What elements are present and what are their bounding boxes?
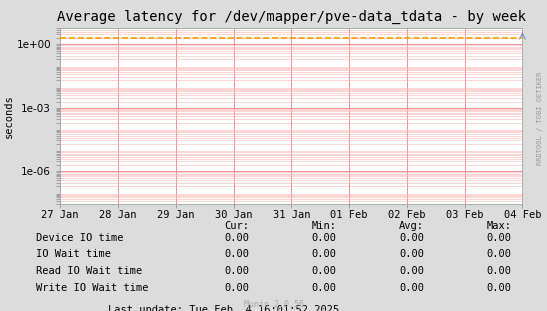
Text: 0.00: 0.00	[486, 249, 511, 259]
Text: RRDTOOL / TOBI OETIKER: RRDTOOL / TOBI OETIKER	[537, 72, 543, 165]
Y-axis label: seconds: seconds	[4, 94, 14, 138]
Text: Read IO Wait time: Read IO Wait time	[36, 266, 142, 276]
Text: 0.00: 0.00	[486, 233, 511, 243]
Text: 0.00: 0.00	[486, 283, 511, 293]
Text: 0.00: 0.00	[399, 283, 424, 293]
Text: 0.00: 0.00	[224, 266, 249, 276]
Text: 0.00: 0.00	[486, 266, 511, 276]
Text: 0.00: 0.00	[399, 266, 424, 276]
Text: 0.00: 0.00	[224, 283, 249, 293]
Text: Max:: Max:	[486, 221, 511, 231]
Text: 0.00: 0.00	[224, 233, 249, 243]
Text: 04 Feb: 04 Feb	[504, 210, 541, 220]
Text: Munin 2.0.56: Munin 2.0.56	[243, 300, 304, 309]
Text: Avg:: Avg:	[399, 221, 424, 231]
Text: 03 Feb: 03 Feb	[446, 210, 484, 220]
Text: Min:: Min:	[311, 221, 336, 231]
Text: 0.00: 0.00	[311, 266, 336, 276]
Text: 02 Feb: 02 Feb	[388, 210, 426, 220]
Text: 30 Jan: 30 Jan	[215, 210, 252, 220]
Text: 0.00: 0.00	[311, 249, 336, 259]
Text: Device IO time: Device IO time	[36, 233, 123, 243]
Text: 0.00: 0.00	[311, 233, 336, 243]
Text: 27 Jan: 27 Jan	[42, 210, 79, 220]
Text: 01 Feb: 01 Feb	[330, 210, 368, 220]
Text: 31 Jan: 31 Jan	[272, 210, 310, 220]
Text: IO Wait time: IO Wait time	[36, 249, 110, 259]
Text: 29 Jan: 29 Jan	[157, 210, 195, 220]
Text: Cur:: Cur:	[224, 221, 249, 231]
Text: 0.00: 0.00	[399, 249, 424, 259]
Text: Write IO Wait time: Write IO Wait time	[36, 283, 148, 293]
Title: Average latency for /dev/mapper/pve-data_tdata - by week: Average latency for /dev/mapper/pve-data…	[57, 10, 526, 24]
Text: 28 Jan: 28 Jan	[99, 210, 137, 220]
Text: Last update: Tue Feb  4 16:01:52 2025: Last update: Tue Feb 4 16:01:52 2025	[108, 305, 339, 311]
Text: 0.00: 0.00	[311, 283, 336, 293]
Text: 0.00: 0.00	[399, 233, 424, 243]
Text: 0.00: 0.00	[224, 249, 249, 259]
